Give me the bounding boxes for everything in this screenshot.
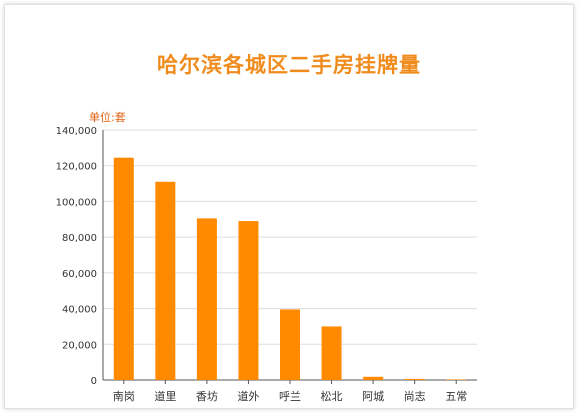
bar [446,379,467,380]
bar [321,326,342,380]
x-tick-label: 松北 [321,389,343,403]
y-tick-label: 80,000 [62,233,97,244]
bar [155,181,176,380]
x-tick-label: 南岗 [113,390,135,403]
y-tick-label: 40,000 [62,305,97,316]
y-tick-label: 20,000 [62,340,97,351]
y-tick-label: 100,000 [56,197,97,208]
bar [280,309,300,380]
x-tick-label: 道里 [154,389,176,403]
bar [404,378,425,380]
x-tick-label: 道外 [237,389,259,403]
y-tick-label: 120,000 [56,162,97,173]
y-tick-label: 0 [91,376,97,387]
x-tick-label: 尚志 [404,389,426,403]
x-tick-label: 五常 [445,390,467,403]
bar [196,218,217,380]
bar [113,157,134,380]
x-tick-label: 呼兰 [279,390,301,403]
bar [363,376,384,380]
chart-title: 哈尔滨各城区二手房挂牌量 [157,53,421,77]
y-tick-label: 140,000 [56,126,97,137]
x-tick-label: 阿城 [362,390,384,403]
y-tick-label: 60,000 [62,269,97,280]
bar [238,221,259,380]
unit-label: 单位:套 [89,111,126,124]
x-tick-label: 香坊 [196,389,218,403]
